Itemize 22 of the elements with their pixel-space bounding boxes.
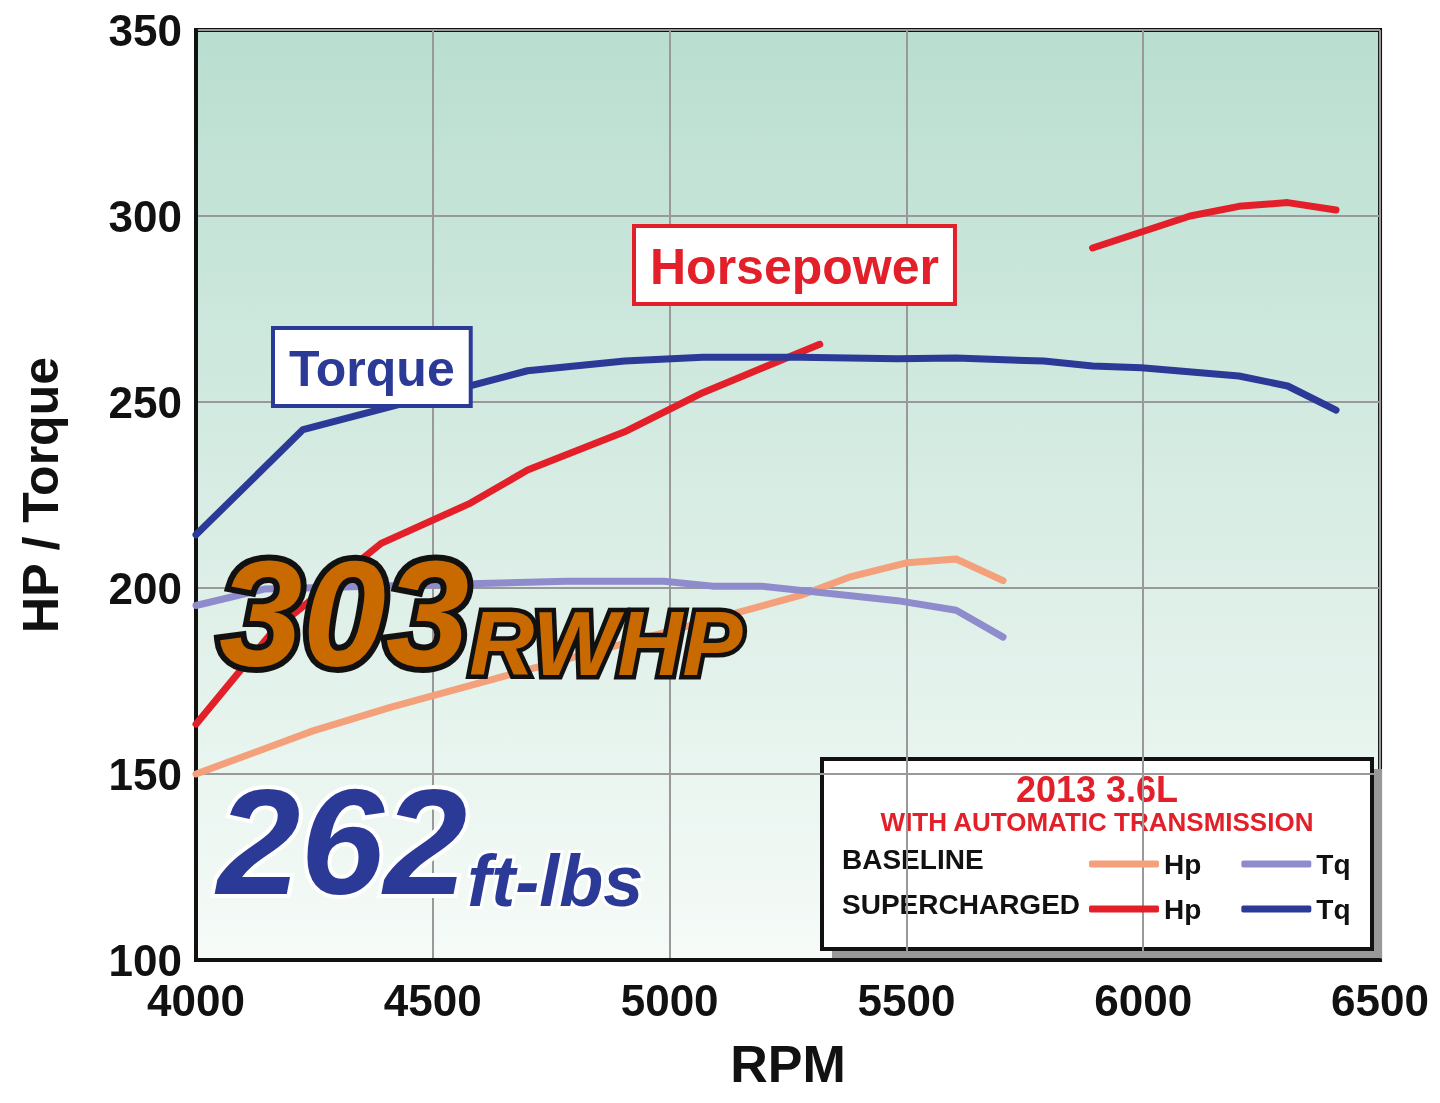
x-tick-label: 6000 [1094, 975, 1193, 1025]
annotation: Torque [289, 341, 455, 397]
legend-label: Hp [1164, 848, 1202, 880]
y-tick-label: 150 [108, 749, 182, 799]
y-tick-label: 200 [108, 563, 182, 613]
annotation: SUPERCHARGED [842, 888, 1081, 920]
legend-label: Hp [1164, 893, 1202, 925]
y-tick-label: 250 [108, 377, 182, 427]
legend-label: Tq [1316, 848, 1351, 880]
annotation: Horsepower [650, 239, 939, 295]
x-tick-label: 6500 [1331, 975, 1429, 1025]
x-tick-label: 4500 [383, 975, 482, 1025]
y-tick-label: 300 [108, 191, 182, 241]
legend-title: 2013 3.6L WITH AUTOMATIC TRANSMISSION [880, 768, 1314, 837]
y-tick-label: 350 [108, 5, 182, 55]
y-axis-title: HP / Torque [13, 357, 69, 633]
annotation: BASELINE [842, 843, 984, 875]
x-tick-label: 5000 [620, 975, 719, 1025]
x-tick-label: 5500 [857, 975, 956, 1025]
annotation: 262ft-lbs [214, 758, 644, 926]
legend-label: Tq [1316, 893, 1351, 925]
x-axis-title: RPM [730, 1035, 846, 1093]
